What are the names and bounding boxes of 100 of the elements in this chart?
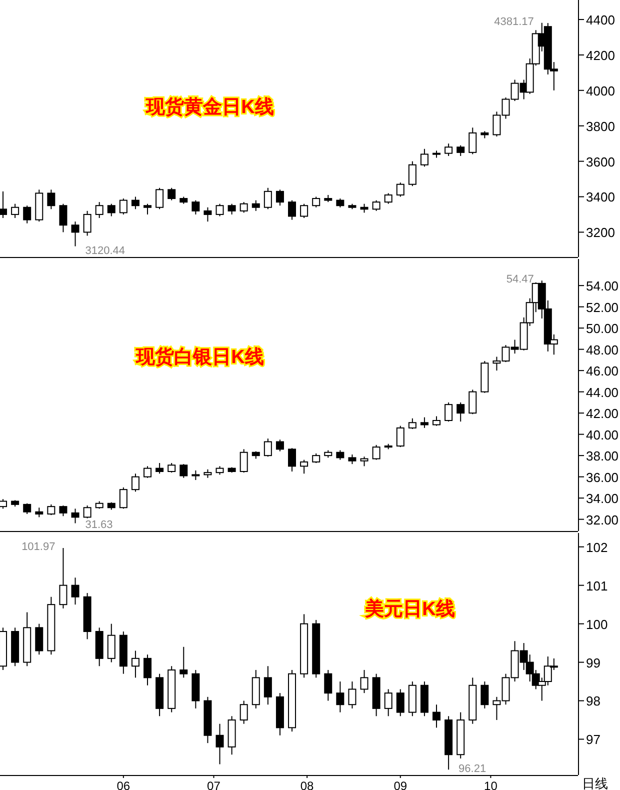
candlestick [372, 200, 380, 212]
y-tick-label: 36.00 [586, 470, 619, 485]
candlestick [144, 466, 152, 478]
candlestick [228, 203, 236, 215]
candlestick [336, 681, 344, 713]
candlestick [180, 646, 188, 678]
y-tick-label: 34.00 [586, 491, 619, 506]
candlestick [348, 454, 356, 465]
candlestick [396, 425, 404, 448]
text: 美元日K线 [364, 598, 455, 620]
y-tick-label: 97 [586, 732, 600, 748]
candlestick [156, 462, 164, 474]
candlestick [420, 148, 428, 168]
candlestick [360, 669, 368, 694]
annotation: 96.21 [458, 763, 486, 775]
annotation: 4381.17 [494, 16, 534, 28]
candlestick [348, 681, 356, 709]
candlestick [312, 196, 320, 208]
x-tick-label: 07 [207, 779, 221, 790]
x-tick-label: 10 [484, 779, 498, 790]
candlestick [144, 654, 152, 686]
x-tick-label: 09 [394, 779, 408, 790]
candlestick [312, 452, 320, 464]
candlestick [264, 438, 272, 458]
candlestick [71, 577, 80, 606]
candlestick [119, 486, 128, 510]
candlestick [468, 127, 477, 155]
candlestick [47, 504, 56, 516]
y-tick-label: 3400 [586, 190, 615, 205]
y-tick-label: 38.00 [586, 448, 619, 464]
y-tick-label: 101 [586, 578, 608, 594]
y-tick-label: 54.00 [586, 278, 619, 294]
candlestick [276, 189, 284, 206]
y-tick-label: 3800 [586, 118, 615, 134]
candlestick [240, 448, 248, 474]
candlestick [131, 196, 140, 210]
candlestick [264, 187, 272, 210]
candlestick [59, 548, 68, 609]
y-tick-label: 4200 [586, 48, 615, 63]
candlestick [432, 416, 441, 426]
candlestick [336, 450, 344, 460]
y-tick-label: 3600 [586, 154, 615, 170]
y-tick-label: 100 [586, 616, 608, 632]
y-tick-label: 32.00 [586, 512, 619, 528]
candlestick [444, 402, 453, 422]
candlestick [204, 206, 212, 222]
text: 现货白银日K线 [135, 346, 264, 368]
candlestick [456, 144, 465, 156]
candlestick [360, 456, 368, 467]
candlestick [324, 669, 332, 702]
candlestick [456, 402, 465, 422]
candlestick [240, 202, 248, 214]
candlestick [95, 202, 104, 219]
y-tick-label: 4400 [586, 12, 615, 28]
y-tick-label: 99 [586, 655, 600, 670]
candlestick [216, 723, 224, 765]
candlestick [83, 210, 92, 236]
candlestick [252, 200, 260, 212]
candlestick [71, 221, 80, 247]
y-tick-label: 40.00 [586, 427, 619, 442]
candlestick [107, 623, 116, 663]
candlestick [216, 203, 224, 217]
candlestick [131, 473, 140, 492]
candlestick [240, 700, 248, 724]
candlestick [384, 192, 392, 204]
candlestick [23, 205, 32, 224]
candlestick [11, 203, 20, 219]
annotation: 54.47 [506, 274, 534, 286]
candlestick [107, 203, 116, 217]
text: 现货黄金日K线 [145, 96, 274, 118]
candlestick [264, 666, 272, 706]
annotation: 31.63 [85, 519, 113, 531]
y-tick-label: 44.00 [586, 384, 619, 400]
candlestick [408, 160, 416, 187]
candlestick [23, 502, 32, 514]
candlestick [168, 187, 176, 201]
candlestick [35, 507, 44, 518]
candlestick [276, 439, 284, 452]
candlestick [144, 203, 152, 215]
candlestick [35, 623, 44, 656]
y-tick-label: 46.00 [586, 364, 619, 379]
y-tick-label: 48.00 [586, 342, 619, 358]
y-tick-label: 52.00 [586, 300, 619, 315]
candlestick [444, 143, 453, 156]
candlestick [300, 459, 308, 474]
candlestick [408, 418, 416, 430]
candlestick [47, 189, 56, 210]
y-tick-label: 3200 [586, 225, 615, 240]
candlestick [288, 200, 296, 220]
candlestick [83, 505, 92, 519]
candlestick [420, 416, 428, 428]
candlestick [71, 508, 80, 524]
candlestick [300, 203, 308, 219]
candlestick [119, 198, 128, 215]
x-tick-label: 06 [116, 779, 130, 790]
candlestick [192, 200, 200, 215]
annotation: 101.97 [22, 541, 56, 554]
annotation: 3120.44 [85, 245, 126, 257]
candlestick [0, 498, 8, 510]
candlestick [432, 704, 441, 728]
